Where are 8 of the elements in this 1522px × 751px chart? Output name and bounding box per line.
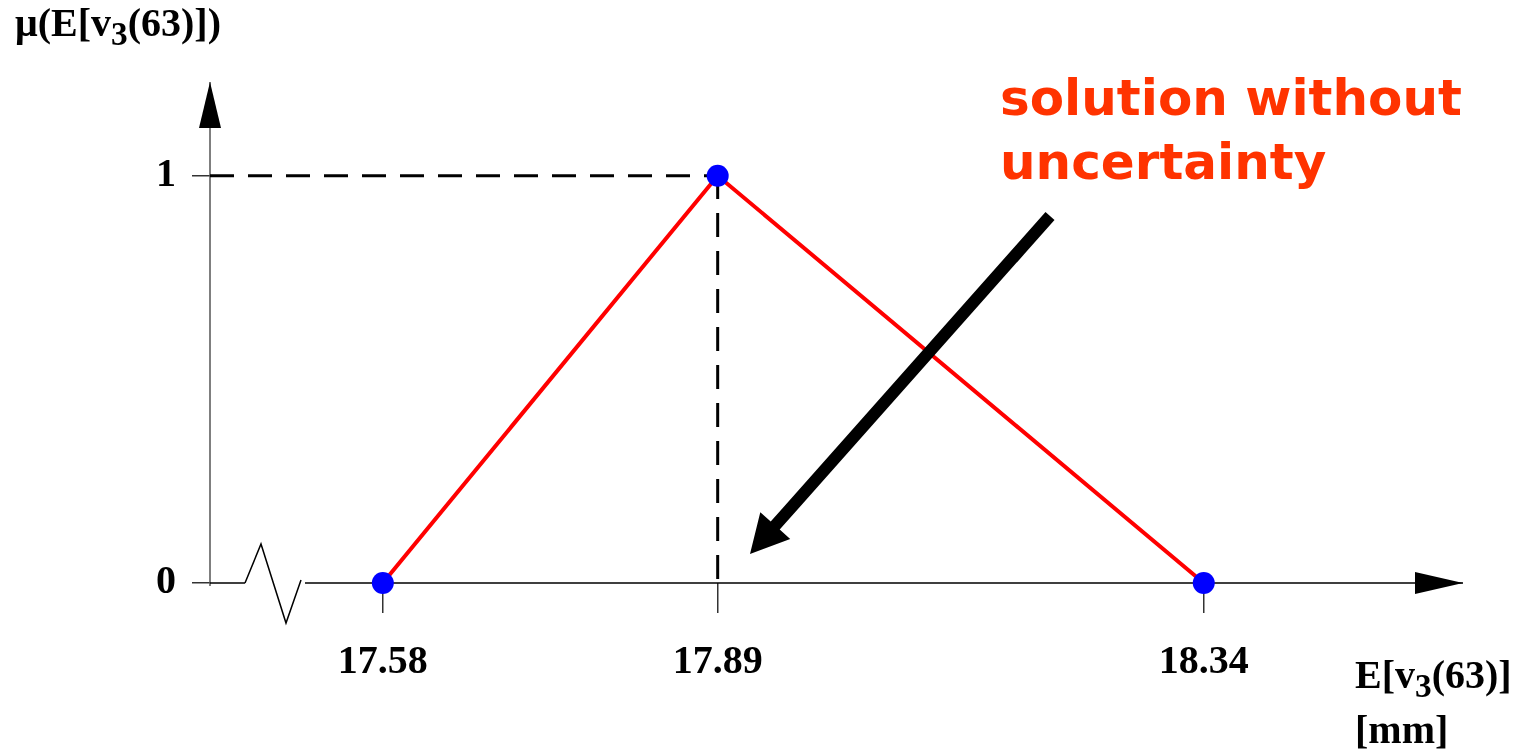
y-tick-label: 0: [156, 557, 176, 603]
y-tick-label: 1: [156, 150, 176, 196]
x-tick-label: 17.58: [337, 637, 428, 683]
x-tick-label: 17.89: [672, 637, 763, 683]
x-axis-title: E[v$_{3}$(63)] [mm]: [1355, 652, 1513, 751]
x-tick-label: 18.34: [1158, 637, 1249, 683]
annotation: solution without uncertainty: [1000, 68, 1463, 193]
y-axis-title: μ(E[v$_{3}$(63)]): [15, 0, 221, 54]
